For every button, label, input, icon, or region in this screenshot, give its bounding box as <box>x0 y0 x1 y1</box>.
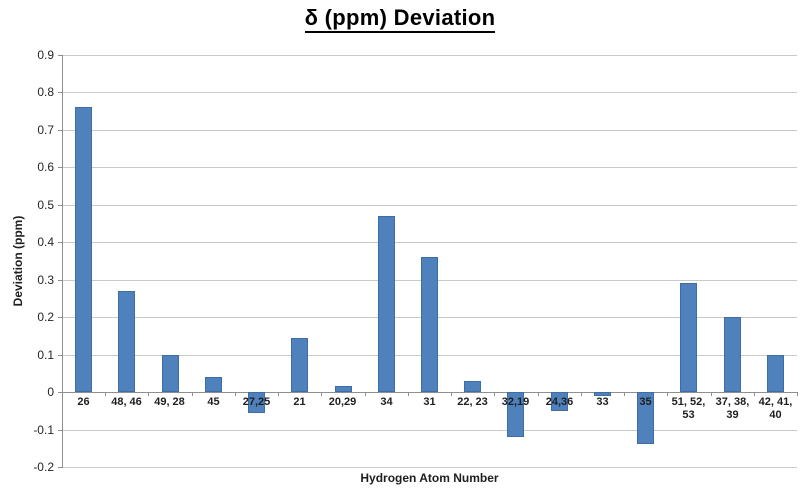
x-category-label: 20,29 <box>328 396 357 408</box>
x-category-label: 35 <box>639 396 652 408</box>
y-tick-label: 0.7 <box>37 123 54 137</box>
bar <box>75 107 92 392</box>
x-category-label: 31 <box>423 396 436 408</box>
x-category-label: 21 <box>293 396 306 408</box>
y-axis-tick <box>58 430 62 431</box>
x-axis-zero-line <box>62 392 797 393</box>
x-category-label: 32,19 <box>501 396 530 408</box>
x-category-label: 37, 38, 39 <box>715 396 750 421</box>
bar <box>378 216 395 392</box>
y-tick-label: 0.9 <box>37 48 54 62</box>
y-axis-title: Deviation (ppm) <box>11 215 25 307</box>
x-axis-tick <box>451 392 452 396</box>
y-axis-tick <box>58 92 62 93</box>
x-axis-tick <box>278 392 279 396</box>
bar <box>724 317 741 392</box>
gridline <box>62 130 797 131</box>
y-tick-label: 0.3 <box>37 273 54 287</box>
x-category-label: 22, 23 <box>457 396 488 408</box>
bar <box>162 355 179 392</box>
x-axis-tick <box>235 392 236 396</box>
bar <box>248 392 265 413</box>
x-axis-tick <box>624 392 625 396</box>
bar <box>637 392 654 444</box>
gridline <box>62 205 797 206</box>
plot-area: 26 48, 46 49, 28 45 27,25 21 20,29 34 31 22, 23 32… <box>58 55 798 468</box>
gridline <box>62 55 797 56</box>
x-axis-tick <box>105 392 106 396</box>
x-axis-tick <box>321 392 322 396</box>
y-axis-tick <box>58 280 62 281</box>
x-category-label: 34 <box>380 396 393 408</box>
bar <box>205 377 222 392</box>
x-axis-tick <box>148 392 149 396</box>
x-axis-tick <box>797 392 798 396</box>
x-axis-tick <box>62 392 63 396</box>
gridline <box>62 167 797 168</box>
bar <box>118 291 135 392</box>
y-axis-tick <box>58 167 62 168</box>
bar <box>421 257 438 392</box>
y-tick-label: -0.2 <box>33 460 54 474</box>
y-tick-label: 0.8 <box>37 85 54 99</box>
x-category-label: 42, 41, 40 <box>758 396 793 421</box>
bar <box>291 338 308 392</box>
x-category-label: 51, 52, 53 <box>671 396 706 421</box>
y-axis-tick <box>58 55 62 56</box>
x-category-label: 26 <box>77 396 90 408</box>
chart-title: δ (ppm) Deviation <box>0 5 800 33</box>
bar <box>767 355 784 392</box>
y-tick-label: 0 <box>47 385 54 399</box>
y-axis-tick <box>58 317 62 318</box>
y-axis-tick <box>58 242 62 243</box>
x-category-label: 24,36 <box>545 396 574 408</box>
x-axis-tick <box>667 392 668 396</box>
y-axis-line <box>62 55 63 468</box>
y-tick-label: 0.1 <box>37 348 54 362</box>
x-category-label: 49, 28 <box>154 396 185 408</box>
bar <box>680 283 697 392</box>
bar <box>507 392 524 437</box>
gridline <box>62 92 797 93</box>
y-tick-label: -0.1 <box>33 423 54 437</box>
x-axis-tick <box>711 392 712 396</box>
y-tick-label: 0.2 <box>37 310 54 324</box>
x-axis-tick <box>538 392 539 396</box>
y-axis-tick <box>58 205 62 206</box>
y-axis-tick <box>58 392 62 393</box>
x-axis-tick <box>581 392 582 396</box>
x-axis-tick <box>494 392 495 396</box>
x-category-label: 45 <box>207 396 220 408</box>
x-category-label: 33 <box>596 396 609 408</box>
gridline <box>62 242 797 243</box>
chart-title-text: δ (ppm) Deviation <box>304 5 496 33</box>
gridline <box>62 430 797 431</box>
x-axis-tick <box>365 392 366 396</box>
y-tick-label: 0.4 <box>37 235 54 249</box>
x-axis-tick <box>754 392 755 396</box>
y-axis-tick <box>58 130 62 131</box>
bar <box>551 392 568 411</box>
y-tick-label: 0.6 <box>37 160 54 174</box>
y-axis-tick <box>58 467 62 468</box>
gridline <box>62 467 797 468</box>
bar <box>464 381 481 392</box>
x-axis-tick <box>408 392 409 396</box>
x-axis-title: Hydrogen Atom Number <box>360 471 499 485</box>
y-axis-tick <box>58 355 62 356</box>
x-axis-tick <box>192 392 193 396</box>
y-tick-label: 0.5 <box>37 198 54 212</box>
x-category-label: 27,25 <box>242 396 271 408</box>
bar <box>335 386 352 392</box>
bar <box>594 392 611 396</box>
x-category-label: 48, 46 <box>111 396 142 408</box>
